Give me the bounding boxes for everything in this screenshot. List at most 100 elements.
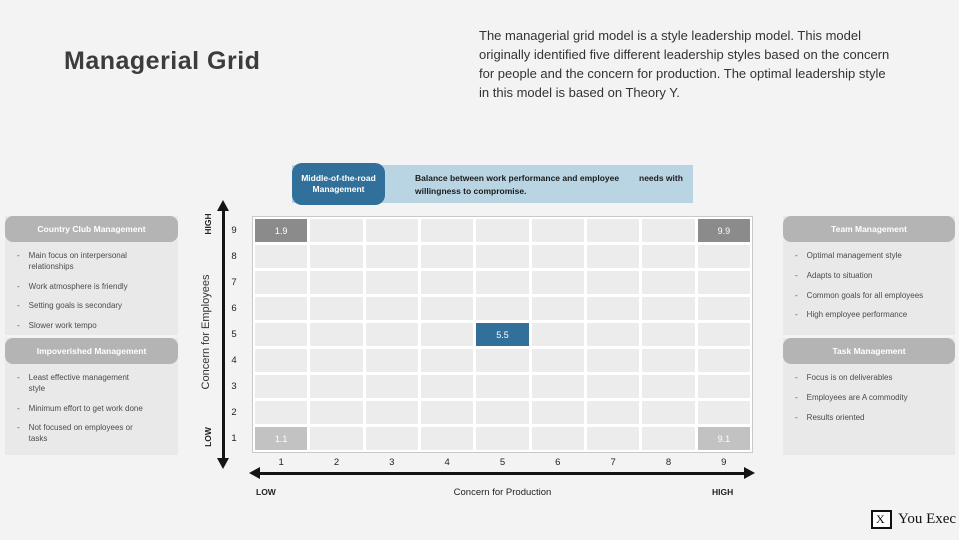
bullet-dash: - — [17, 301, 20, 311]
bullet-text: Work atmosphere is friendly — [28, 281, 128, 291]
panel-header: Country Club Management — [5, 216, 178, 242]
grid-cell — [310, 401, 363, 424]
callout-desc-note: needs with — [639, 173, 683, 183]
panel-team-management: Team Management - Optimal management styl… — [783, 216, 955, 335]
panel-header: Task Management — [783, 338, 955, 364]
grid-cell — [310, 323, 363, 346]
bullet-list: - Main focus on interpersonal relationshi… — [5, 242, 178, 332]
grid-cell — [531, 401, 584, 424]
grid-cell — [697, 401, 750, 424]
bullet-text: Employees are A commodity — [806, 392, 908, 402]
grid-cell — [365, 401, 418, 424]
grid-cell-highlight-5.5: 5.5 — [476, 323, 529, 346]
arrow-right-icon — [744, 467, 755, 479]
grid-cell — [531, 271, 584, 294]
grid-cell — [642, 245, 695, 268]
grid-cell — [420, 323, 474, 346]
x-axis-high-label: HIGH — [712, 487, 734, 497]
grid-cell — [531, 427, 584, 450]
bullet-dash: - — [17, 281, 20, 291]
grid-cell-highlight-9.9: 9.9 — [697, 219, 750, 242]
grid-cell — [420, 427, 474, 450]
grid-cell — [586, 271, 640, 294]
grid-cell — [586, 323, 640, 346]
y-tick-5: 5 — [231, 328, 237, 340]
grid-cell-highlight-9.1: 9.1 — [697, 427, 750, 450]
bullet-item: - Results oriented — [795, 413, 947, 424]
grid-cell — [365, 427, 418, 450]
bullet-text: Common goals for all employees — [806, 290, 924, 300]
grid-cell — [476, 245, 529, 268]
bullet-list: - Focus is on deliverables - Employees are … — [783, 364, 955, 423]
bullet-dash: - — [795, 373, 798, 382]
grid-cell — [365, 349, 418, 372]
bullet-dash: - — [795, 310, 798, 320]
bullet-dash: - — [795, 412, 798, 422]
bullet-text: Least effective management style — [28, 373, 130, 393]
x-axis-arrow — [260, 472, 744, 475]
grid-cell — [586, 245, 640, 268]
y-tick-4: 4 — [231, 354, 237, 366]
grid-cell — [365, 297, 418, 320]
grid-cell — [365, 271, 418, 294]
grid-cell — [586, 297, 640, 320]
y-tick-3: 3 — [231, 380, 237, 392]
grid-cell — [420, 375, 474, 398]
you-exec-logo: X You Exec — [871, 510, 956, 529]
bullet-item: - Setting goals is secondary — [17, 301, 170, 312]
bullet-item: - Minimum effort to get work done — [17, 404, 170, 415]
bullet-item: - Focus is on deliverables — [795, 373, 947, 384]
bullet-text: Results oriented — [806, 412, 865, 422]
grid-cell — [255, 349, 308, 372]
grid-cell — [586, 401, 640, 424]
x-tick-8: 8 — [665, 457, 672, 468]
grid-cell — [365, 219, 418, 242]
grid-cell — [531, 245, 584, 268]
grid-cell — [642, 375, 695, 398]
bullet-text: Focus is on deliverables — [806, 373, 893, 382]
grid-cell — [476, 349, 529, 372]
grid-cell — [531, 297, 584, 320]
grid-cell — [642, 219, 695, 242]
y-axis-title: Concern for Employees — [200, 274, 212, 390]
x-tick-9: 9 — [721, 457, 727, 468]
grid-cell — [642, 271, 695, 294]
grid-cell — [310, 349, 363, 372]
grid-cell — [255, 297, 308, 320]
panel-impoverished-management: Impoverished Management - Least effective… — [5, 338, 178, 455]
y-axis-arrow — [222, 210, 225, 458]
grid-cell — [476, 271, 529, 294]
bullet-item: - Optimal management style — [795, 251, 947, 262]
grid-cell — [255, 271, 308, 294]
bullet-text: Optimal management style — [806, 251, 902, 260]
bullet-item: - Work atmosphere is friendly — [17, 282, 170, 293]
intro-paragraph: The managerial grid model is a style lea… — [479, 28, 890, 101]
panel-header: Team Management — [783, 216, 955, 242]
grid-cell — [476, 375, 529, 398]
bullet-item: - Not focused on employees or tasks — [17, 423, 170, 445]
grid-cell — [310, 271, 363, 294]
y-tick-7: 7 — [231, 276, 237, 288]
grid-cell — [255, 323, 308, 346]
logo-x-icon: X — [871, 510, 892, 529]
x-tick-7: 7 — [610, 457, 616, 468]
grid-cell — [586, 375, 640, 398]
bullet-dash: - — [795, 270, 798, 280]
bullet-dash: - — [795, 251, 798, 260]
bullet-list: - Least effective management style - Minimu… — [5, 364, 178, 445]
y-tick-8: 8 — [231, 250, 237, 262]
grid-cell — [697, 375, 750, 398]
grid-cell — [697, 349, 750, 372]
grid-cell — [310, 219, 363, 242]
bullet-dash: - — [17, 251, 20, 260]
bullet-text: Minimum effort to get work done — [28, 403, 143, 413]
grid-cell — [531, 219, 584, 242]
bullet-text: High employee performance — [806, 310, 908, 320]
grid-cell — [476, 401, 529, 424]
bullet-item: - Employees are A commodity — [795, 393, 947, 404]
y-tick-9: 9 — [231, 224, 237, 236]
grid-cell — [255, 245, 308, 268]
grid-cell — [365, 245, 418, 268]
bullet-dash: - — [17, 321, 20, 331]
grid-cell — [642, 297, 695, 320]
